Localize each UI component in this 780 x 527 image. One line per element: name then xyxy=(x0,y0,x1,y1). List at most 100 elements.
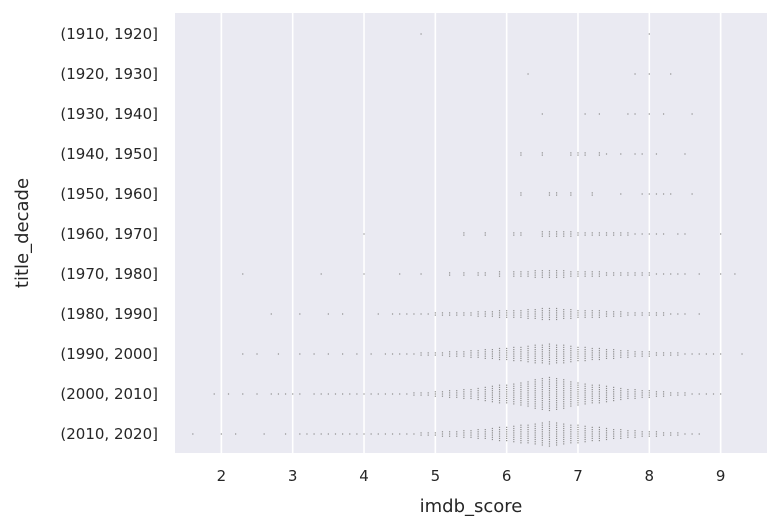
data-point xyxy=(498,273,501,275)
data-point xyxy=(548,356,551,358)
data-point xyxy=(213,393,215,395)
data-point xyxy=(570,440,572,442)
data-point xyxy=(563,379,565,381)
data-point xyxy=(584,314,586,316)
data-point xyxy=(484,272,486,274)
data-point xyxy=(563,313,565,315)
data-point xyxy=(541,154,543,156)
data-point xyxy=(670,73,672,75)
data-point xyxy=(527,315,529,317)
data-point xyxy=(591,314,593,316)
data-point xyxy=(584,427,586,430)
data-point xyxy=(527,381,529,383)
data-point xyxy=(534,436,536,438)
data-point xyxy=(498,386,501,388)
data-point xyxy=(434,314,436,316)
data-point xyxy=(513,401,515,403)
data-point xyxy=(534,272,536,274)
data-point xyxy=(484,234,486,236)
y-tick-label: (1920, 1930] xyxy=(60,65,158,83)
data-point xyxy=(548,314,551,316)
data-point xyxy=(520,382,522,384)
data-point xyxy=(584,385,586,387)
data-point xyxy=(534,355,536,357)
data-point xyxy=(548,270,551,272)
data-point xyxy=(434,432,436,434)
data-point xyxy=(477,437,479,439)
data-point xyxy=(605,434,608,436)
data-point xyxy=(627,356,629,358)
data-point xyxy=(555,382,558,384)
data-point xyxy=(555,362,558,364)
data-point xyxy=(591,426,593,428)
data-point xyxy=(506,429,508,431)
data-point xyxy=(520,393,522,395)
data-point xyxy=(548,398,551,401)
data-point xyxy=(555,435,558,437)
data-point xyxy=(620,354,622,356)
data-point xyxy=(541,235,543,237)
data-point xyxy=(277,393,280,395)
data-point xyxy=(570,311,572,313)
data-point xyxy=(613,433,615,435)
data-point xyxy=(534,351,536,353)
data-point xyxy=(391,433,394,435)
data-point xyxy=(677,233,679,235)
data-point xyxy=(520,316,522,318)
data-point xyxy=(449,396,451,398)
data-point xyxy=(491,387,493,390)
data-point xyxy=(613,351,615,353)
data-point xyxy=(577,429,579,431)
data-point xyxy=(620,387,622,390)
data-point xyxy=(677,352,679,354)
data-point xyxy=(541,406,543,408)
data-point xyxy=(620,398,622,401)
data-point xyxy=(598,312,600,314)
data-point xyxy=(427,434,429,436)
data-point xyxy=(534,317,536,319)
data-point xyxy=(477,433,479,435)
data-point xyxy=(641,392,643,394)
data-point xyxy=(591,429,593,431)
data-point xyxy=(605,396,608,398)
data-point xyxy=(584,349,586,351)
data-point xyxy=(655,314,658,316)
data-point xyxy=(563,351,565,353)
x-tick-label: 3 xyxy=(288,467,298,485)
data-point xyxy=(477,272,479,274)
data-point xyxy=(541,233,543,235)
data-point xyxy=(541,408,543,410)
data-point xyxy=(563,276,565,278)
data-point xyxy=(720,273,722,275)
data-point xyxy=(570,435,572,437)
data-point xyxy=(591,356,593,358)
data-point xyxy=(413,394,415,396)
data-point xyxy=(598,437,600,439)
data-point xyxy=(513,355,515,357)
data-point xyxy=(555,386,558,388)
data-point xyxy=(655,193,658,195)
data-point xyxy=(513,392,515,394)
data-point xyxy=(555,307,558,310)
data-point xyxy=(598,314,600,316)
data-point xyxy=(520,384,522,386)
data-point xyxy=(563,392,565,394)
data-point xyxy=(534,398,536,401)
data-point xyxy=(698,353,700,355)
data-point xyxy=(477,398,479,401)
data-point xyxy=(484,232,486,234)
data-point xyxy=(555,424,558,426)
data-point xyxy=(577,404,579,406)
data-point xyxy=(734,273,736,275)
data-point xyxy=(584,360,586,362)
data-point xyxy=(577,435,579,437)
data-point xyxy=(527,350,529,352)
data-point xyxy=(577,316,579,318)
data-point xyxy=(484,431,486,433)
data-point xyxy=(591,393,593,395)
data-point xyxy=(605,427,608,430)
data-point xyxy=(299,313,301,315)
data-point xyxy=(670,434,672,436)
data-point xyxy=(605,313,608,315)
data-point xyxy=(598,352,600,354)
